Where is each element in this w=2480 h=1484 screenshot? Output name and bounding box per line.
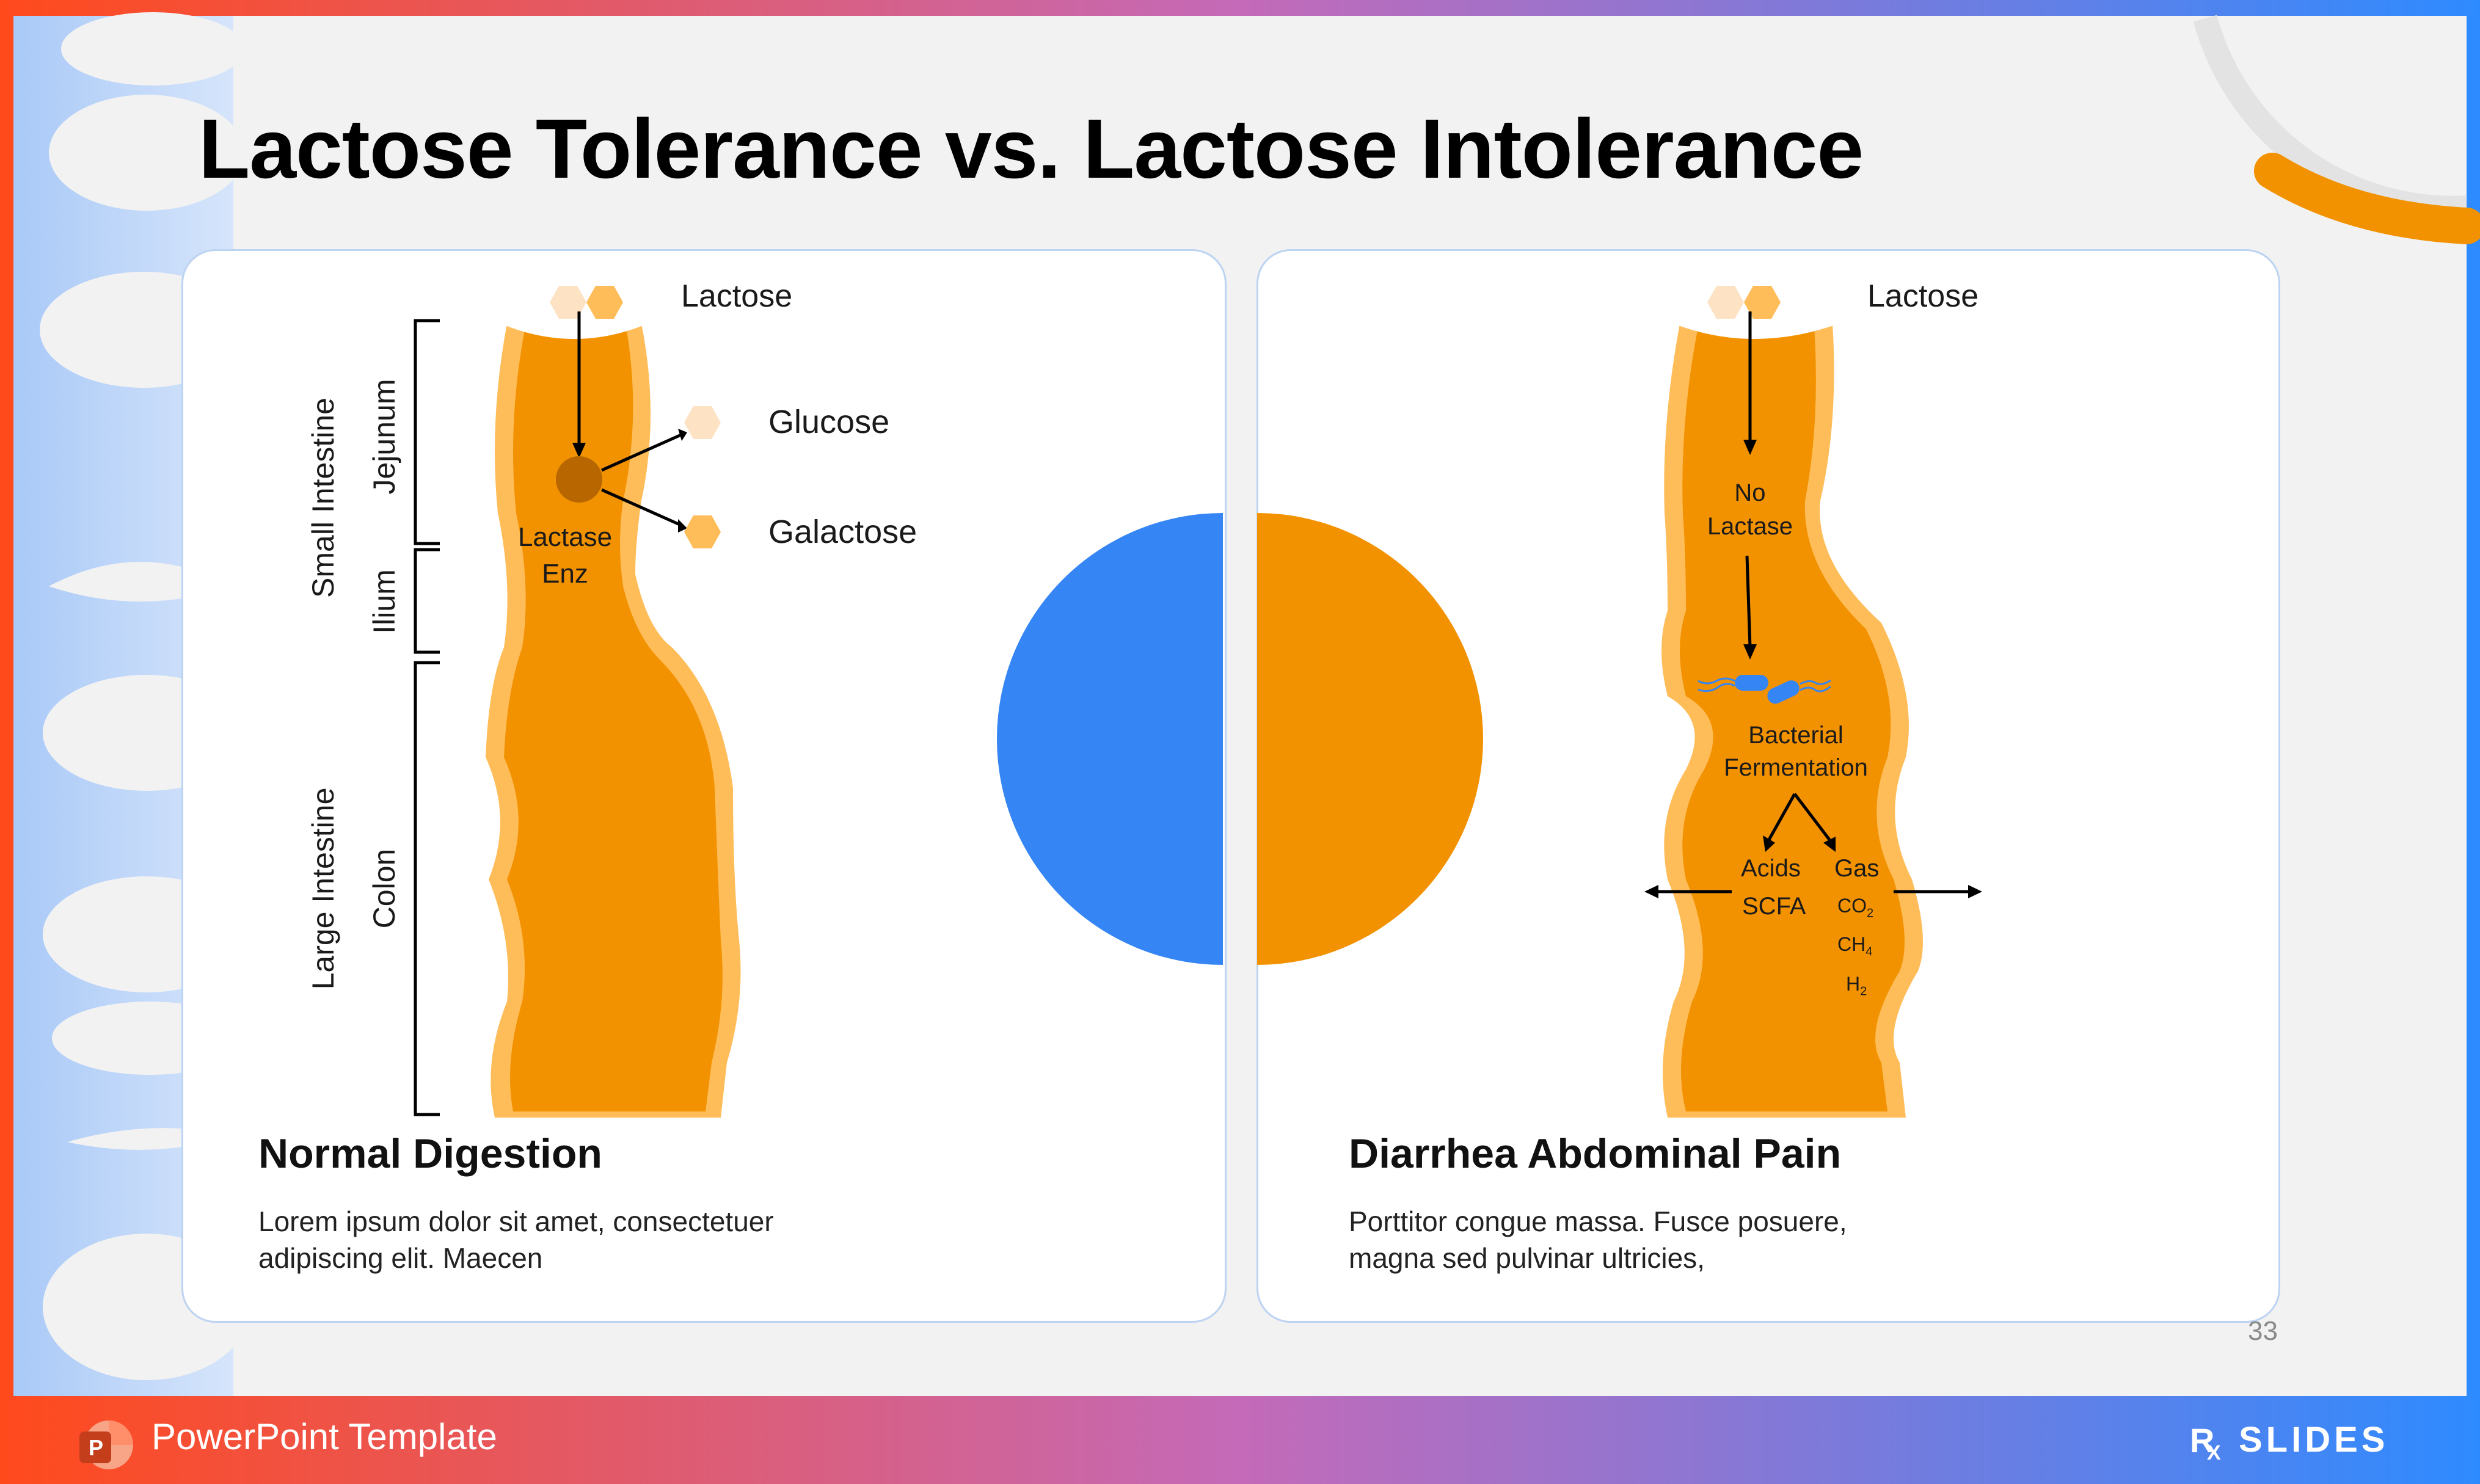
right-body-line1: Porttitor congue massa. Fusce posuere, xyxy=(1349,1206,1847,1237)
absorption-arrows xyxy=(1644,885,1982,898)
region-brackets xyxy=(414,319,440,1116)
comparison-circle xyxy=(997,513,1483,965)
bacterial-fermentation-label-line1: Bacterial xyxy=(1748,722,1844,749)
gas-label: Gas xyxy=(1834,855,1880,882)
lactase-enzyme-label-line1: Lactase xyxy=(517,522,613,552)
ch4-label: CH4 xyxy=(1837,933,1873,959)
no-lactase-label-line2: Lactase xyxy=(1707,513,1793,540)
ilium-label: Ilium xyxy=(367,569,401,634)
left-body-text: Lorem ipsum dolor sit amet, consectetuer… xyxy=(258,1203,869,1276)
bacteria-icon xyxy=(1698,675,1831,704)
scfa-label: SCFA xyxy=(1742,893,1806,920)
slide-title: Lactose Tolerance vs. Lactose Intoleranc… xyxy=(199,102,1864,196)
lactose-molecule-2-icon xyxy=(586,286,623,319)
small-intestine-label: Small Intestine xyxy=(306,398,340,598)
jejunum-label: Jejunum xyxy=(367,379,401,495)
lactase-enzyme-icon xyxy=(556,456,602,503)
galactose-molecule-icon xyxy=(684,515,721,548)
right-body-text: Porttitor congue massa. Fusce posuere, m… xyxy=(1349,1203,1960,1276)
lactase-enzyme-label-line2: Enz xyxy=(542,559,588,589)
co2-label: CO2 xyxy=(1837,895,1874,920)
lactose-molecule-2-icon xyxy=(1744,286,1781,319)
left-body-line1: Lorem ipsum dolor sit amet, consectetuer xyxy=(258,1206,774,1237)
large-intestine-label: Large Intestine xyxy=(306,787,340,990)
left-lactose-label: Lactose xyxy=(681,278,793,314)
right-body-line2: magna sed pulvinar ultricies, xyxy=(1349,1242,1705,1274)
diarrhea-pain-heading: Diarrhea Abdominal Pain xyxy=(1349,1130,1842,1177)
glucose-molecule-icon xyxy=(684,406,721,439)
intestine-inner-lumen xyxy=(1680,327,1905,1111)
left-body-line2: adipiscing elit. Maecen xyxy=(258,1242,543,1274)
galactose-label: Galactose xyxy=(768,514,917,550)
no-lactase-label-line1: No xyxy=(1734,479,1766,506)
glucose-label: Glucose xyxy=(768,404,890,440)
h2-label: H2 xyxy=(1846,973,1867,998)
lactose-molecule-1-icon xyxy=(550,286,586,319)
right-lactose-label: Lactose xyxy=(1867,278,1979,314)
footer-template-label: PowerPoint Template xyxy=(151,1416,497,1457)
acids-label: Acids xyxy=(1741,855,1801,882)
left-intestine-diagram xyxy=(486,286,741,1118)
intestine-inner-lumen xyxy=(504,327,723,1111)
colon-label: Colon xyxy=(367,848,401,929)
powerpoint-app-icon: P xyxy=(75,1416,133,1474)
right-intestine-diagram xyxy=(1661,286,1923,1118)
bacterial-fermentation-label-line2: Fermentation xyxy=(1724,754,1868,781)
circle-right-half-orange xyxy=(1257,513,1483,965)
normal-digestion-heading: Normal Digestion xyxy=(258,1130,602,1177)
lactose-molecule-1-icon xyxy=(1707,286,1744,319)
powerpoint-icon-letter: P xyxy=(88,1435,103,1460)
page-number: 33 xyxy=(2248,1316,2278,1346)
circle-left-half-blue xyxy=(997,513,1223,965)
